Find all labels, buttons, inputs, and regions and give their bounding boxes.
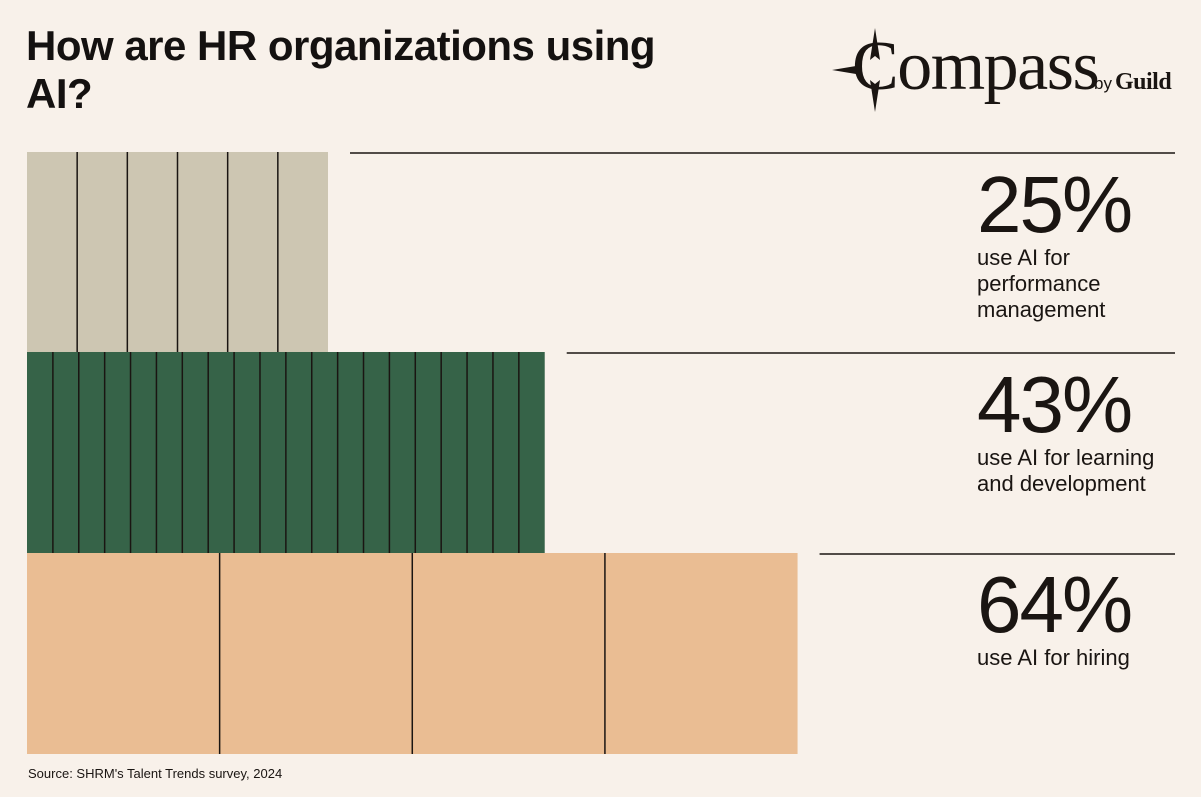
stat-label-line: use AI for learning — [977, 445, 1155, 470]
stat-hiring: 64% use AI for hiring — [977, 565, 1187, 671]
logo-wordmark: Compass — [852, 28, 1100, 105]
logo-by: by — [1094, 74, 1112, 93]
stat-label-line: and development — [977, 471, 1146, 496]
source-note: Source: SHRM's Talent Trends survey, 202… — [28, 766, 283, 781]
stat-learning-development: 43% use AI for learning and development — [977, 365, 1187, 497]
stat-value: 25% — [977, 160, 1133, 249]
page-title: How are HR organizations using AI? — [26, 22, 656, 117]
stat-label-line: performance — [977, 271, 1101, 296]
stat-performance-management: 25% use AI for performance management — [977, 165, 1187, 323]
stat-label: use AI for hiring — [977, 645, 1187, 671]
stat-label: use AI for learning and development — [977, 445, 1187, 497]
stat-label-line: management — [977, 297, 1106, 322]
compass-star-icon — [832, 28, 880, 112]
stat-label-line: use AI for hiring — [977, 645, 1130, 670]
compass-logo: Compass by Guild — [832, 26, 1177, 114]
stat-label-line: use AI for — [977, 245, 1070, 270]
stat-value: 43% — [977, 360, 1133, 449]
logo-brand: Guild — [1115, 69, 1172, 95]
stat-value: 64% — [977, 560, 1133, 649]
stat-label: use AI for performance management — [977, 245, 1187, 323]
